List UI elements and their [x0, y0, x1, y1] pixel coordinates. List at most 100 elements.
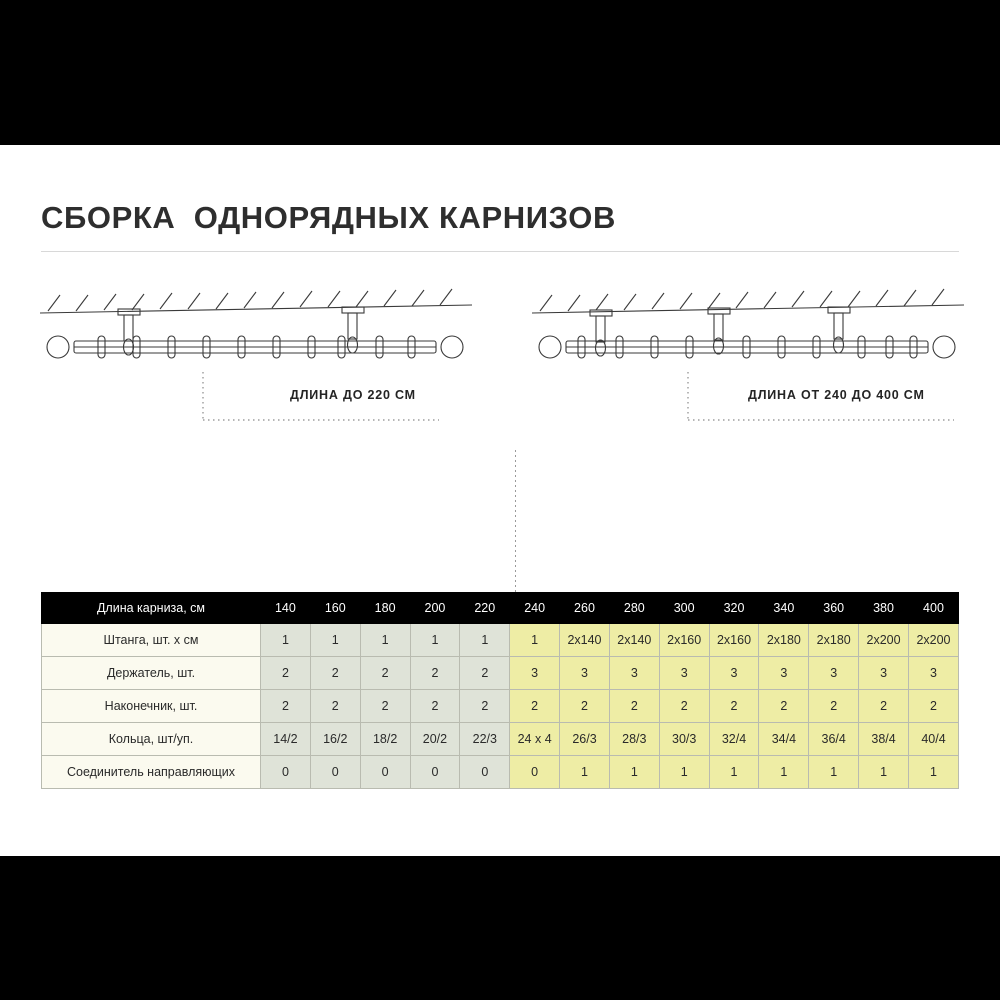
column-header-160: 160 [309, 592, 361, 624]
column-header-380: 380 [858, 592, 909, 624]
title-divider [41, 251, 959, 252]
finial-right [440, 335, 464, 359]
table-cell: 0 [359, 755, 411, 789]
table-row: Кольца, шт/уп. 14/2 16/2 18/2 20/2 22/3 24 x 4… [41, 722, 960, 756]
table-cell: 0 [509, 755, 561, 789]
table-row: Соединитель направляющих 0 0 0 0 0 0 1 1 1 1 1 1 1 1 [41, 755, 960, 789]
table-cell: 2 [907, 689, 960, 723]
finial-left [46, 335, 70, 359]
spec-table: Длина карниза, см 140 160 180 200 220 240 260 2… [41, 592, 960, 789]
column-header-280: 280 [608, 592, 660, 624]
column-header-180: 180 [359, 592, 411, 624]
table-cell: 20/2 [409, 722, 461, 756]
table-cell: 2 [409, 656, 461, 690]
caption-double-rod: ДЛИНА ОТ 240 ДО 400 СМ [748, 388, 925, 402]
table-cell: 36/4 [808, 722, 860, 756]
row-label: Кольца, шт/уп. [41, 722, 261, 756]
table-cell: 1 [309, 623, 361, 657]
table-cell: 14/2 [260, 722, 311, 756]
table-cell: 3 [907, 656, 960, 690]
column-header-400: 400 [907, 592, 960, 624]
column-header-260: 260 [559, 592, 610, 624]
page-header: СБОРКА ОДНОРЯДНЫХ КАРНИЗОВ [41, 200, 959, 252]
table-row: Наконечник, шт. 2 2 2 2 2 2 2 2 2 2 2 2 2 2 [41, 689, 960, 723]
column-header-200: 200 [409, 592, 461, 624]
table-cell: 2x200 [858, 623, 909, 657]
ceiling-hatching [47, 288, 453, 312]
table-cell: 26/3 [559, 722, 610, 756]
table-cell: 3 [658, 656, 710, 690]
table-cell: 0 [260, 755, 311, 789]
table-cell: 2x140 [559, 623, 610, 657]
curtain-rod [73, 340, 437, 354]
curtain-rings [97, 335, 416, 359]
table-cell: 2 [758, 689, 810, 723]
ceiling-line [39, 304, 473, 314]
table-cell: 28/3 [608, 722, 660, 756]
curtain-rod [565, 340, 929, 354]
table-cell: 2 [808, 689, 860, 723]
spec-table-body: Штанга, шт. х см 1 1 1 1 1 1 2x140 2x140 2x160 2x1… [41, 623, 960, 789]
table-cell: 2x180 [758, 623, 810, 657]
column-header-320: 320 [708, 592, 760, 624]
table-cell: 2x140 [608, 623, 660, 657]
double-rod-illustration [531, 288, 965, 359]
diagram-single-rod [36, 285, 476, 430]
finial-left [538, 335, 562, 359]
table-cell: 40/4 [907, 722, 960, 756]
table-cell: 0 [409, 755, 461, 789]
row-label: Наконечник, шт. [41, 689, 261, 723]
table-cell: 2x160 [708, 623, 760, 657]
table-cell: 2 [708, 689, 760, 723]
table-cell: 2 [459, 656, 511, 690]
column-header-240: 240 [509, 592, 561, 624]
table-cell: 2 [409, 689, 461, 723]
table-cell: 38/4 [858, 722, 909, 756]
letterbox-bottom [0, 856, 1000, 1000]
caption-single-rod: ДЛИНА ДО 220 СМ [290, 388, 416, 402]
column-header-300: 300 [658, 592, 710, 624]
table-cell: 2 [309, 689, 361, 723]
table-cell: 2x200 [907, 623, 960, 657]
table-cell: 2 [359, 656, 411, 690]
table-cell: 1 [459, 623, 511, 657]
letterbox-top [0, 0, 1000, 145]
table-cell: 1 [509, 623, 561, 657]
single-rod-caption-bracket [202, 372, 439, 421]
table-cell: 32/4 [708, 722, 760, 756]
table-cell: 2 [658, 689, 710, 723]
table-cell: 3 [608, 656, 660, 690]
table-cell: 3 [758, 656, 810, 690]
table-cell: 3 [708, 656, 760, 690]
table-cell: 16/2 [309, 722, 361, 756]
table-cell: 3 [808, 656, 860, 690]
table-cell: 3 [559, 656, 610, 690]
table-cell: 2 [260, 656, 311, 690]
page-title: СБОРКА ОДНОРЯДНЫХ КАРНИЗОВ [41, 200, 616, 235]
column-header-340: 340 [758, 592, 810, 624]
table-cell: 2x180 [808, 623, 860, 657]
table-header-row: Длина карниза, см 140 160 180 200 220 240 260 2… [41, 592, 960, 624]
table-cell: 0 [459, 755, 511, 789]
table-cell: 1 [858, 755, 909, 789]
double-rod-caption-bracket [687, 372, 954, 421]
table-cell: 3 [509, 656, 561, 690]
diagram-section: ДЛИНА ДО 220 СМ [0, 285, 1000, 665]
table-cell: 1 [409, 623, 461, 657]
diagram-divider [515, 450, 516, 665]
table-cell: 1 [260, 623, 311, 657]
ceiling-bracket-1 [589, 309, 613, 357]
table-cell: 1 [907, 755, 960, 789]
table-cell: 2 [260, 689, 311, 723]
table-cell: 2 [359, 689, 411, 723]
table-cell: 2 [309, 656, 361, 690]
spec-table-wrapper: Длина карниза, см 140 160 180 200 220 240 260 2… [41, 592, 960, 789]
ceiling-bracket-2 [707, 307, 731, 355]
table-cell: 2 [459, 689, 511, 723]
row-label: Держатель, шт. [41, 656, 261, 690]
column-header-220: 220 [459, 592, 511, 624]
table-cell: 1 [359, 623, 411, 657]
table-cell: 1 [808, 755, 860, 789]
single-rod-illustration [39, 288, 473, 359]
table-corner-label: Длина карниза, см [41, 592, 261, 624]
